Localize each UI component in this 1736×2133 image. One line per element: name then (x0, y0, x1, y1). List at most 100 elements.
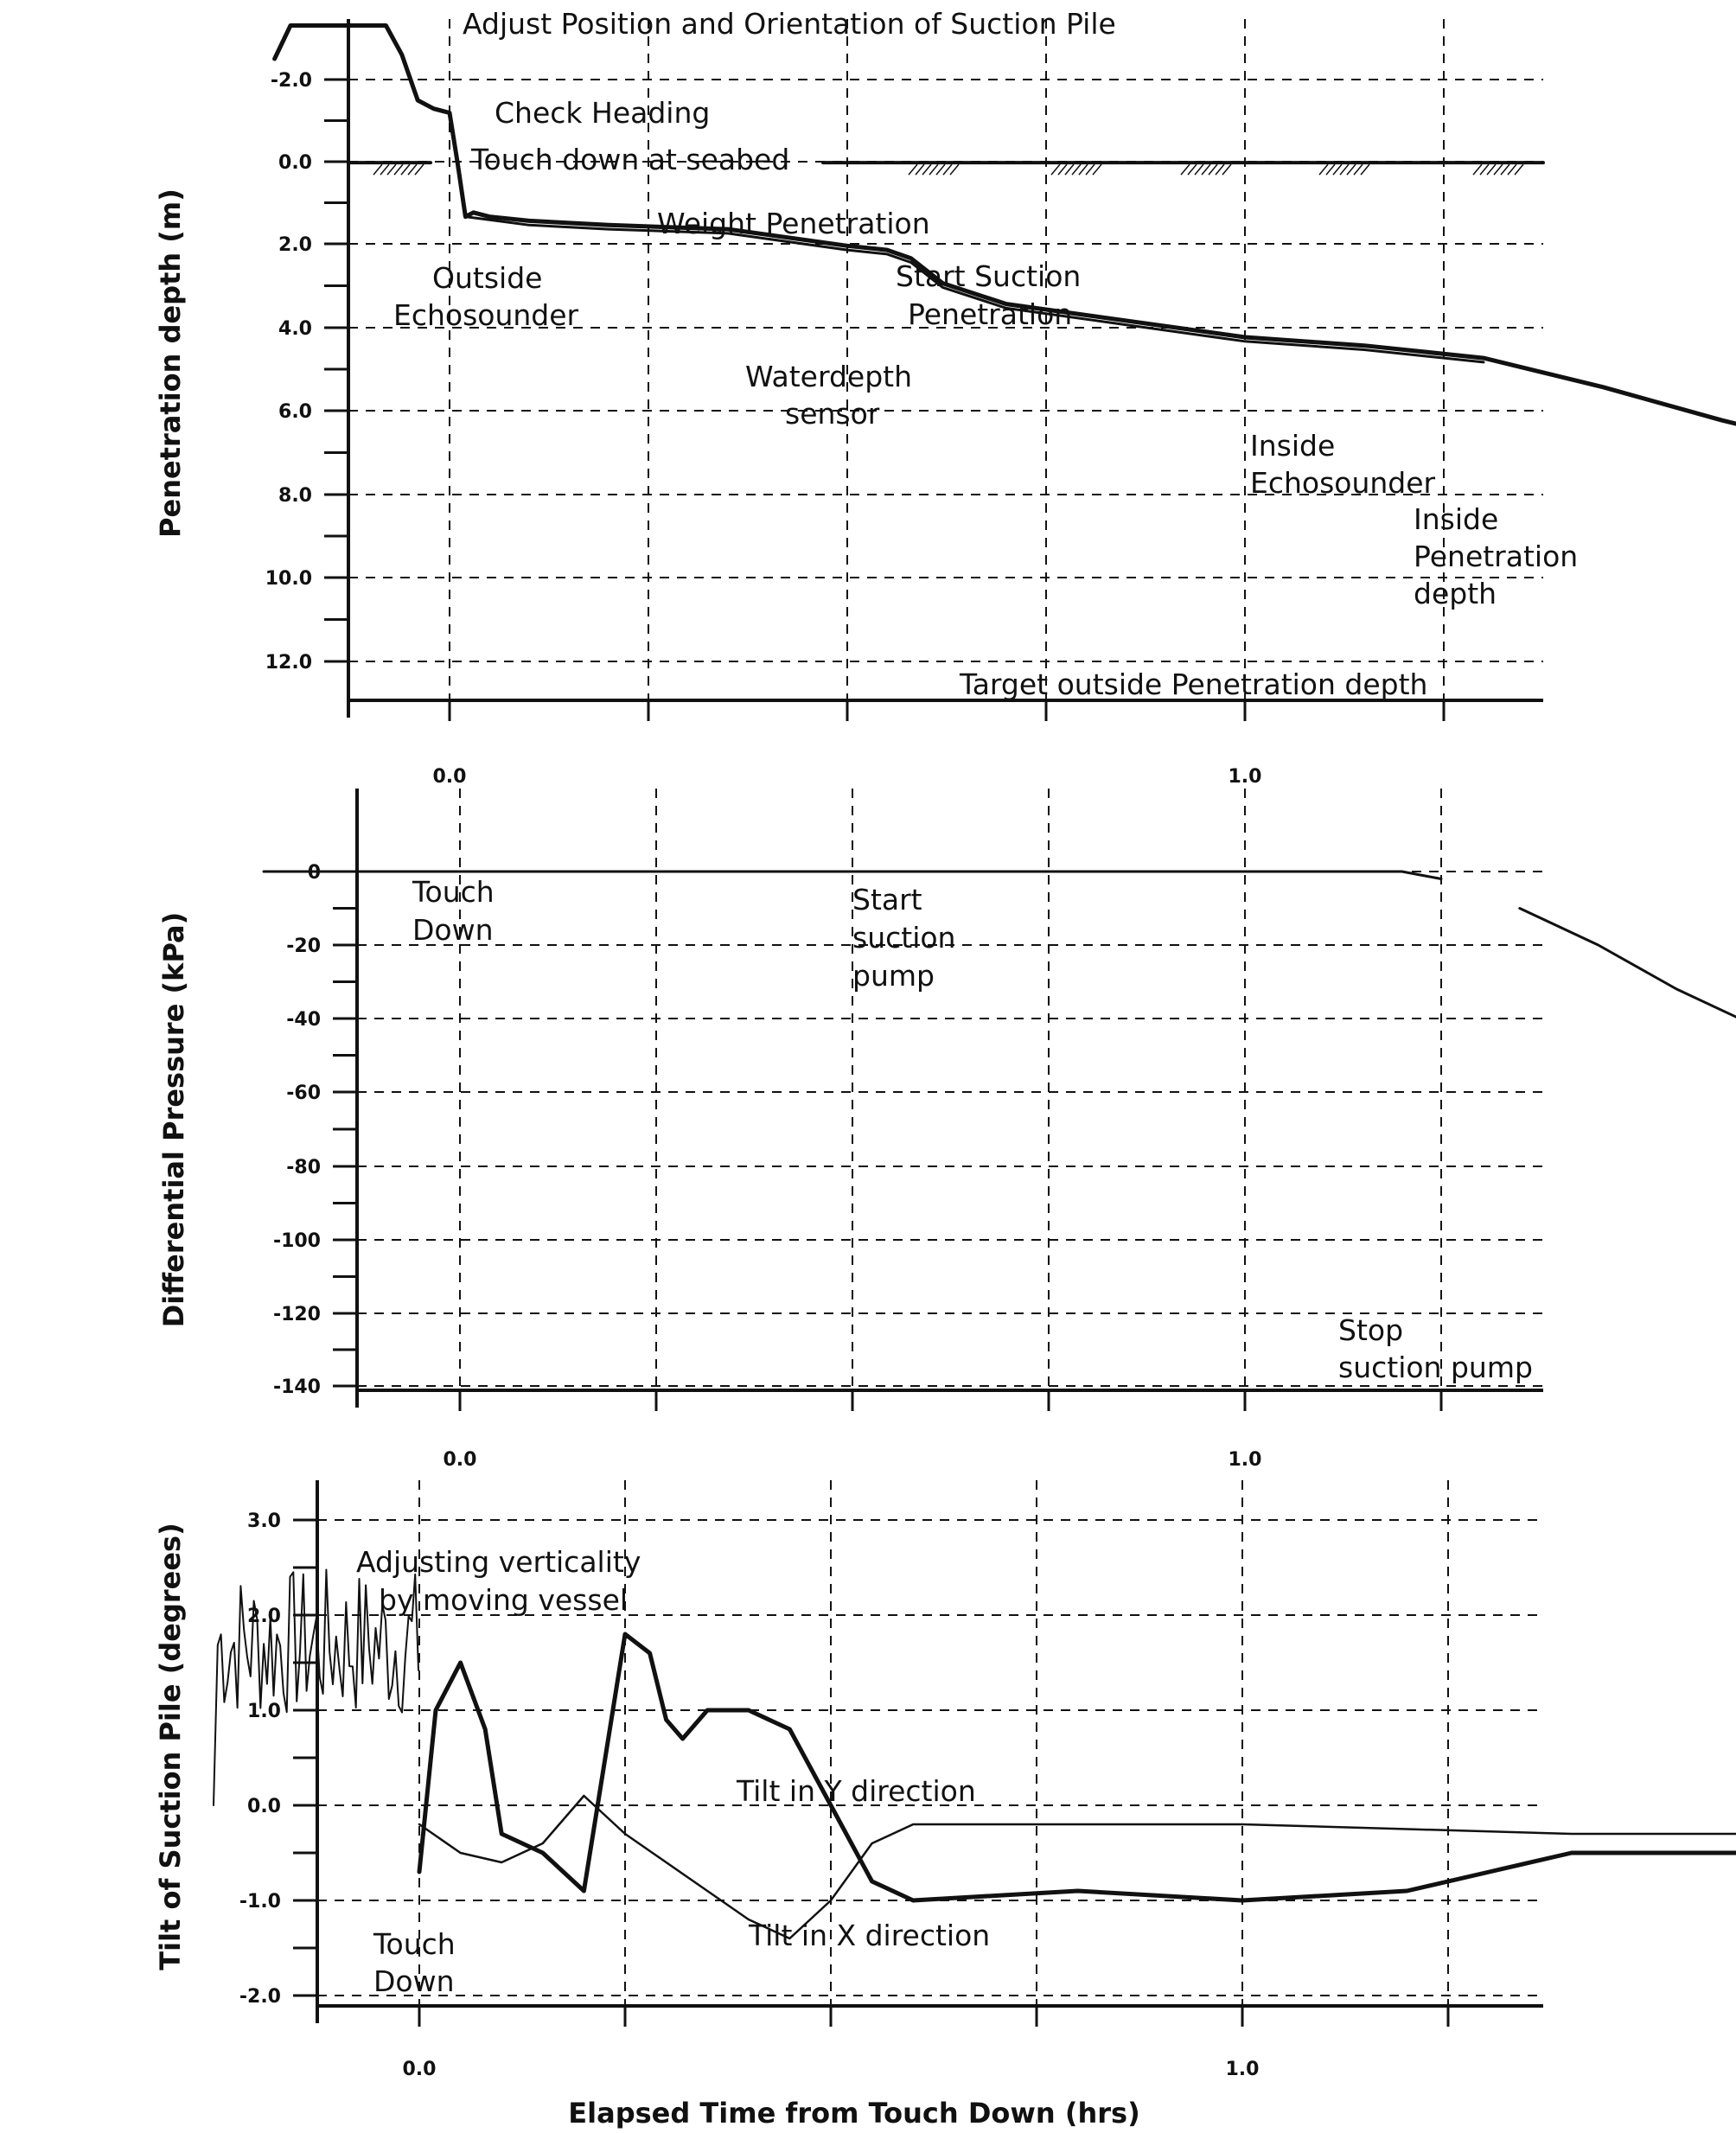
x-tick-label: 0.0 (444, 1449, 477, 1471)
y-tick-label: 2.0 (278, 234, 312, 256)
x-tick-label: 1.0 (1229, 766, 1262, 788)
y-tick-label: 4.0 (278, 318, 312, 340)
seabed-hatch (1332, 163, 1343, 176)
y-tick-label: -1.0 (239, 1891, 281, 1913)
series-waterdepth (463, 215, 1485, 364)
annotation-down: Down (412, 913, 494, 947)
seabed-hatch (1208, 163, 1218, 176)
series-dp2 (1518, 907, 1736, 1019)
seabed-hatch (1514, 163, 1524, 176)
annotation-tilt-x: Tilt in X direction (748, 1919, 990, 1952)
annotation-penetration: Penetration (908, 297, 1072, 331)
annotation-touch-3: Touch (373, 1927, 456, 1961)
annotation-inside-2: Inside (1414, 502, 1498, 536)
y-axis-label-pressure: Differential Pressure (kPa) (157, 912, 190, 1328)
annotation-stop-suction-pump: suction pump (1338, 1351, 1533, 1384)
seabed-hatch (386, 163, 397, 176)
seabed-hatch (1194, 163, 1204, 176)
y-axis-label-tilt: Tilt of Suction Pile (degrees) (154, 1523, 187, 1970)
y-tick-label: -2.0 (239, 1986, 281, 2008)
seabed-hatch (935, 163, 946, 176)
annotation-adjust-position: Adjust Position and Orientation of Sucti… (463, 7, 1116, 41)
seabed-hatch (400, 163, 411, 176)
seabed-hatch (1500, 163, 1510, 176)
seabed-hatch (1215, 163, 1225, 176)
annotation-touch-down-seabed: Touch down at seabed (470, 143, 789, 176)
annotation-waterdepth: Waterdepth (745, 360, 912, 393)
annotation-tilt-y: Tilt in Y direction (736, 1774, 976, 1808)
annotation-check-heading: Check Heading (495, 96, 710, 130)
seabed-hatch (1222, 163, 1232, 176)
seabed-hatch (1064, 163, 1075, 176)
seabed-hatch (908, 163, 918, 176)
seabed-hatch (1325, 163, 1336, 176)
seabed-hatch (1493, 163, 1503, 176)
annotation-start-suction: Start Suction (896, 259, 1081, 293)
seabed-hatch (915, 163, 925, 176)
annotation-touch: Touch (412, 875, 495, 909)
series-outside (272, 23, 1736, 426)
seabed-hatch (373, 163, 383, 176)
y-tick-label: 0.0 (247, 1796, 281, 1817)
annotation-down-3: Down (373, 1964, 455, 1998)
y-tick-label: -60 (286, 1082, 321, 1104)
annotation-outside: Outside (432, 261, 542, 295)
y-tick-label: 1.0 (247, 1701, 281, 1722)
y-tick-label: 10.0 (265, 568, 312, 590)
seabed-hatch (1050, 163, 1061, 176)
y-tick-label: 3.0 (247, 1510, 281, 1532)
x-tick-label: 1.0 (1229, 1449, 1262, 1471)
y-tick-label: -140 (273, 1376, 321, 1398)
y-tick-label: -40 (286, 1009, 321, 1031)
y-tick-label: -120 (273, 1304, 321, 1325)
y-axis-label-depth: Penetration depth (m) (154, 188, 187, 538)
x-tick-label: 0.0 (403, 2059, 437, 2080)
seabed-hatch (1339, 163, 1350, 176)
seabed-hatch (1318, 163, 1329, 176)
annotation-inside-penetration: Penetration (1414, 540, 1578, 573)
annotation-depth: depth (1414, 577, 1497, 610)
penetration-depth-panel: -2.00.02.04.06.08.010.012.00.01.02.0 (265, 19, 1736, 788)
y-tick-label: -20 (286, 936, 321, 957)
seabed-hatch (1360, 163, 1370, 176)
series-dp (262, 870, 1443, 880)
x-tick-label: 1.0 (1226, 2059, 1260, 2080)
seabed-hatch (414, 163, 424, 176)
seabed-hatch (1180, 163, 1190, 176)
seabed-hatch (929, 163, 939, 176)
series-oscillation (213, 1568, 419, 1806)
seabed-hatch (1057, 163, 1068, 176)
annotation-weight-penetration: Weight Penetration (657, 207, 930, 240)
seabed-hatch (1201, 163, 1211, 176)
seabed-hatch (1472, 163, 1483, 176)
annotation-start: Start (852, 883, 922, 916)
seabed-hatch (1085, 163, 1095, 176)
seabed-hatch (1187, 163, 1197, 176)
y-tick-label: -100 (273, 1230, 321, 1252)
seabed-hatch (1507, 163, 1517, 176)
annotation-suction: suction (852, 921, 955, 955)
y-tick-label: -80 (286, 1157, 321, 1178)
seabed-hatch (1353, 163, 1363, 176)
seabed-hatch (1071, 163, 1082, 176)
annotation-adjusting-verticality: Adjusting verticality (356, 1545, 641, 1579)
y-tick-label: 0.0 (278, 152, 312, 174)
y-tick-label: -2.0 (271, 70, 312, 92)
x-tick-label: 0.0 (433, 766, 467, 788)
tilt-panel: 3.02.01.00.0-1.0-2.00.01.02.0 (213, 1480, 1736, 2080)
seabed-hatch (922, 163, 932, 176)
seabed-hatch (393, 163, 404, 176)
annotation-inside-echosounder: Echosounder (1250, 466, 1436, 500)
annotation-inside-1: Inside (1250, 429, 1335, 463)
y-tick-label: 6.0 (278, 401, 312, 423)
annotation-stop: Stop (1338, 1313, 1403, 1347)
annotation-sensor: sensor (785, 397, 880, 431)
seabed-hatch (1486, 163, 1497, 176)
annotation-moving-vessel: by moving vessel (379, 1583, 628, 1617)
seabed-hatch (380, 163, 390, 176)
series-tiltX (417, 1632, 1736, 1903)
seabed-hatch (1092, 163, 1102, 176)
series-tiltY (418, 1794, 1736, 1940)
